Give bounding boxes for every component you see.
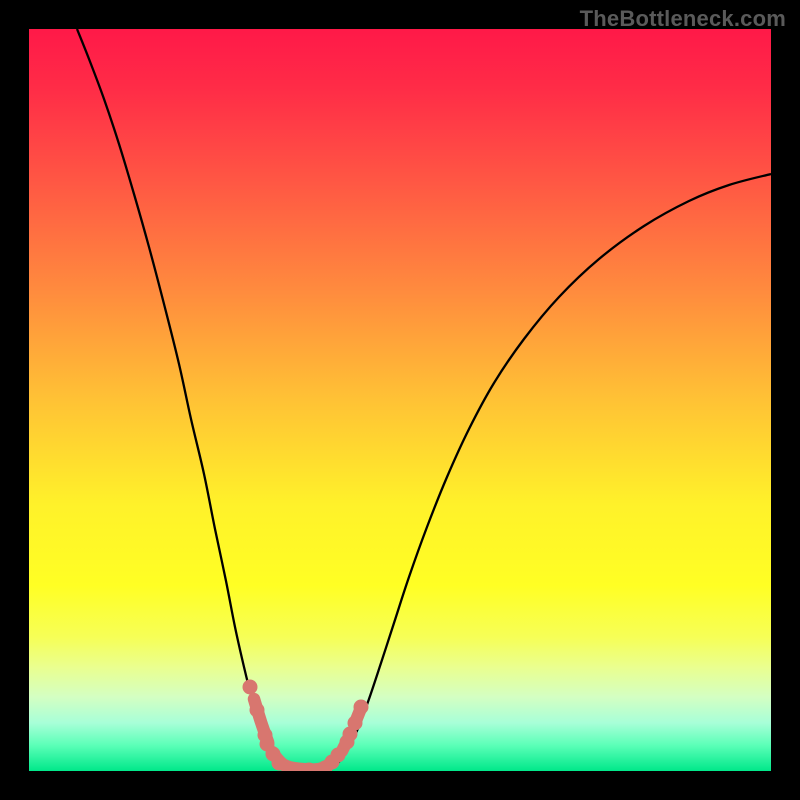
gradient-background (29, 29, 771, 771)
plot-svg (29, 29, 771, 771)
plot-area (29, 29, 771, 771)
chart-canvas: TheBottleneck.com (0, 0, 800, 800)
